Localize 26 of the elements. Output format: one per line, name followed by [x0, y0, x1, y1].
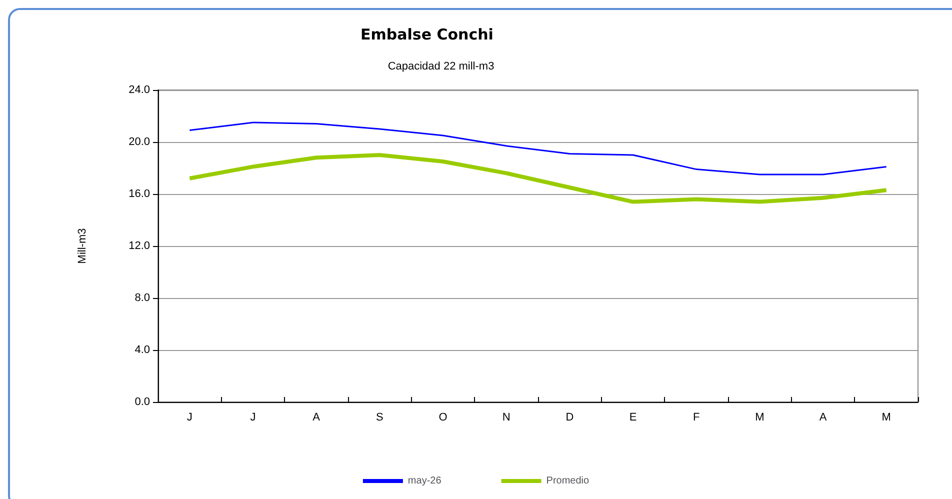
- y-tick-label: 12.0: [128, 240, 150, 252]
- line-series: [188, 122, 888, 176]
- y-tick-label: 20.0: [128, 136, 150, 148]
- y-tick-label: 8.0: [134, 292, 150, 304]
- x-tick-label: S: [376, 412, 384, 424]
- x-tick-label: J: [250, 412, 256, 424]
- x-tick-label: E: [629, 412, 637, 424]
- x-tick-label: N: [502, 412, 510, 424]
- x-tick-label: O: [438, 412, 448, 424]
- chart-title: Embalse Conchi: [360, 26, 494, 44]
- x-tick-label: A: [819, 412, 828, 424]
- x-tick-label: D: [566, 412, 574, 424]
- x-tick-label: M: [882, 412, 891, 424]
- y-tick-label: 4.0: [134, 344, 150, 356]
- line-series: [188, 153, 888, 204]
- x-tick-label: M: [755, 412, 764, 424]
- y-tick-label: 24.0: [128, 84, 150, 96]
- x-tick-label: J: [186, 412, 192, 424]
- y-tick-label: 0.0: [134, 396, 150, 408]
- legend-label: may-26: [408, 476, 442, 486]
- x-tick-label: F: [692, 412, 700, 424]
- chart-subtitle: Capacidad 22 mill-m3: [388, 60, 494, 72]
- y-axis-title: Mill-m3: [76, 228, 88, 264]
- y-tick-label: 16.0: [128, 188, 150, 200]
- legend-label: Promedio: [546, 476, 590, 486]
- x-tick-label: A: [312, 412, 321, 424]
